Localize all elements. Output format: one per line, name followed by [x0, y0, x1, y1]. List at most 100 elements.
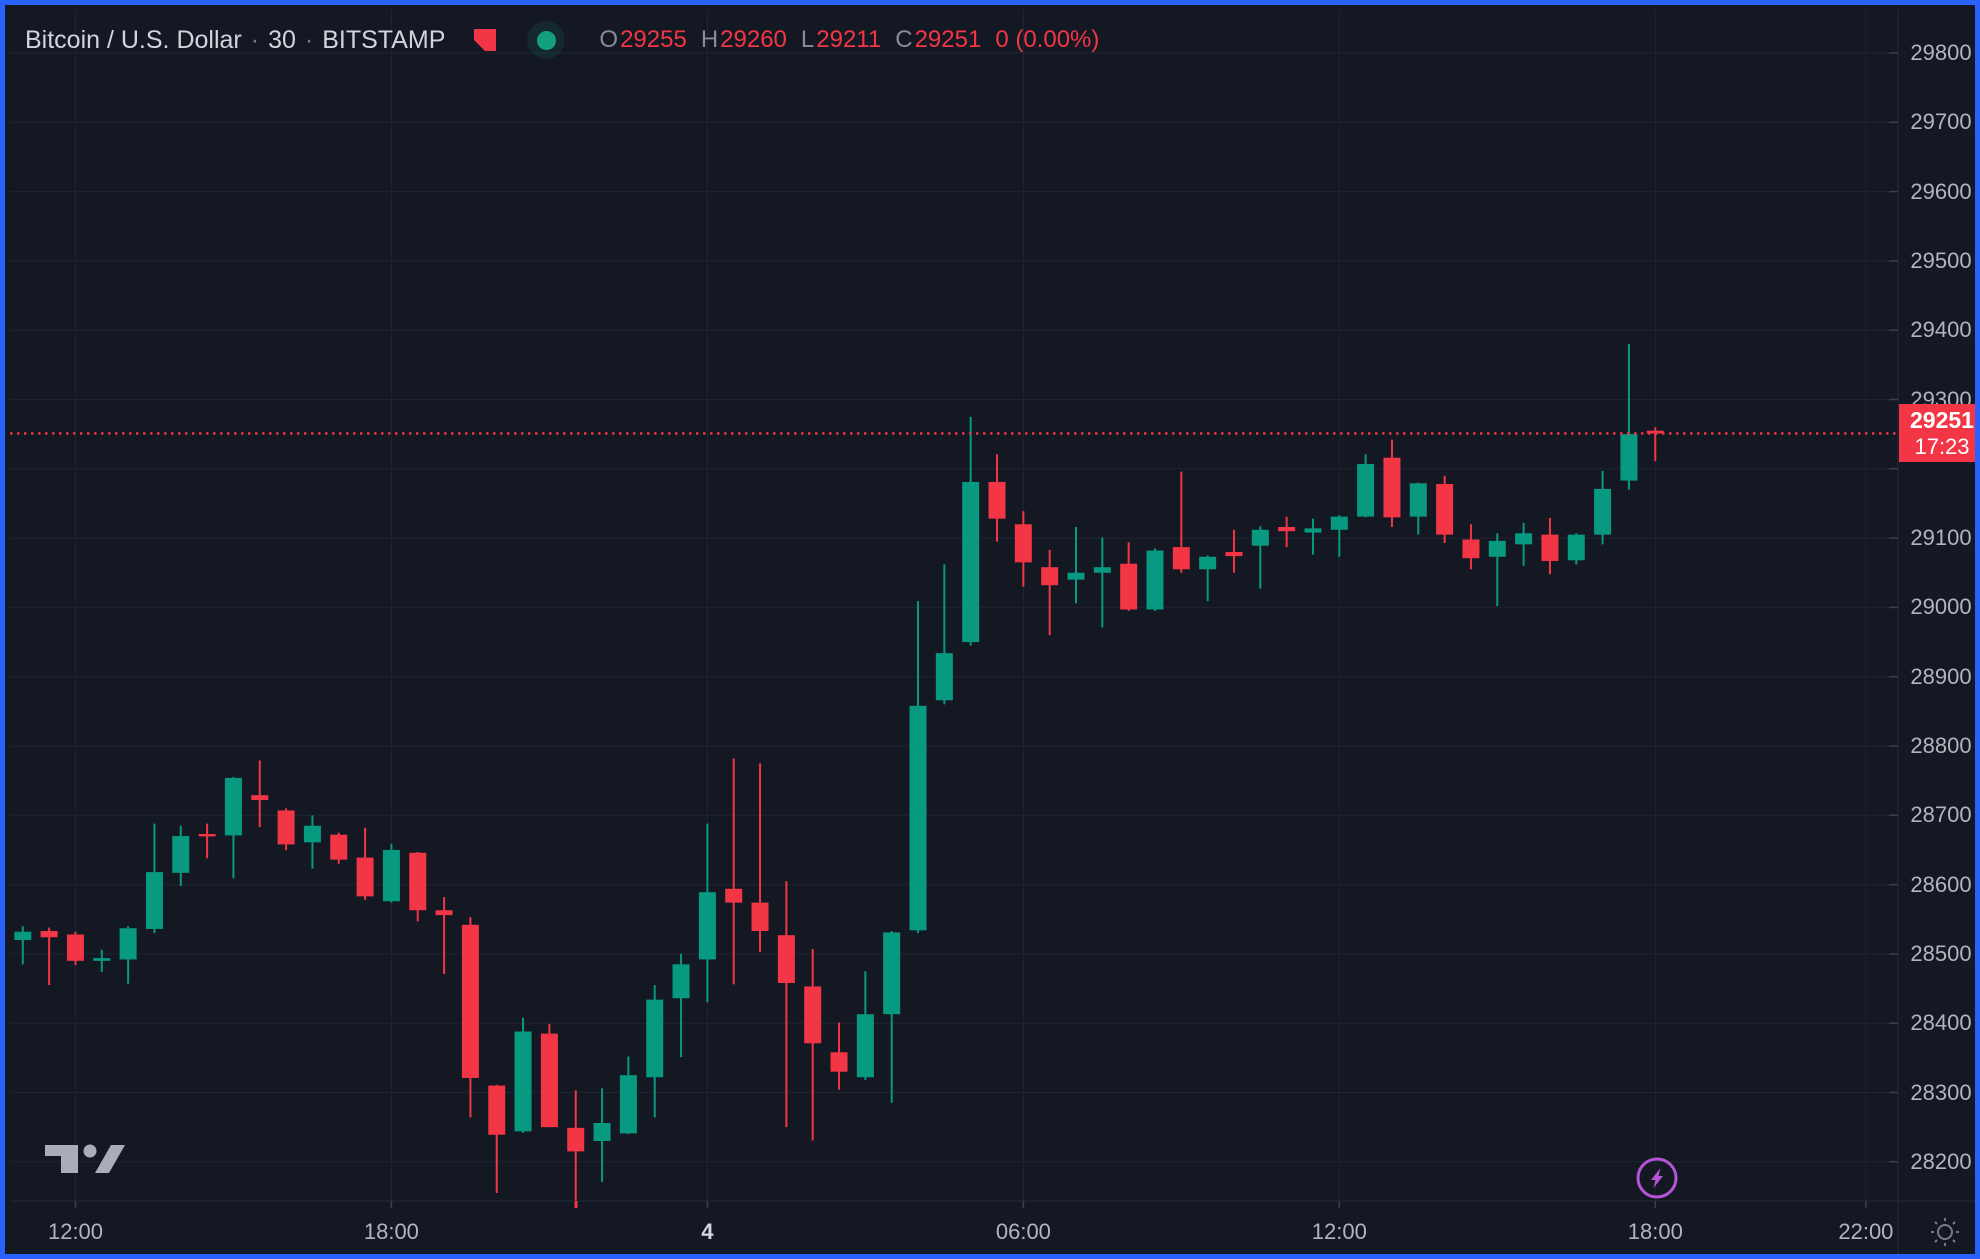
candle: [988, 454, 1006, 542]
symbol-name: Bitcoin / U.S. Dollar: [25, 25, 242, 54]
candle-body: [1304, 528, 1322, 533]
quick-trade-bolt-button[interactable]: [1636, 1157, 1678, 1199]
candle-body: [777, 935, 795, 984]
candle-body: [672, 964, 690, 999]
candle-body: [172, 836, 190, 873]
candle-body: [1093, 567, 1111, 573]
candle: [14, 926, 32, 965]
time-tick-label: 12:00: [47, 1219, 104, 1244]
candle: [382, 843, 400, 903]
candle: [409, 852, 427, 922]
candle-body: [435, 910, 453, 916]
candle: [1225, 529, 1243, 573]
candle: [1594, 470, 1612, 545]
candle: [725, 758, 743, 985]
candle: [1041, 549, 1059, 636]
candle-body: [40, 931, 58, 938]
price-tick-label: 29800: [1910, 40, 1972, 65]
exchange-name: BITSTAMP: [322, 25, 446, 54]
candle-body: [1172, 547, 1190, 570]
candle: [40, 927, 58, 986]
candle: [830, 1022, 848, 1090]
candle-body: [1567, 534, 1585, 561]
candle-body: [303, 825, 321, 843]
candle-body: [1146, 550, 1164, 610]
candle: [1383, 439, 1401, 528]
time-tick-label: 06:00: [995, 1219, 1051, 1244]
price-tick-label: 28800: [1910, 733, 1972, 758]
symbol-title-button[interactable]: Bitcoin / U.S. Dollar · 30 · BITSTAMP: [25, 26, 445, 55]
flag-icon: [474, 29, 497, 51]
candle-body: [935, 653, 953, 701]
candle-body: [988, 481, 1006, 519]
bolt-circle: [1636, 1157, 1678, 1199]
candle-body: [1436, 484, 1454, 535]
candle-body: [66, 934, 84, 961]
candle-body: [119, 928, 137, 960]
sun-rays: [1931, 1218, 1959, 1246]
candle: [698, 823, 716, 1003]
interval-value: 30: [268, 25, 296, 54]
candle: [1515, 522, 1533, 566]
last-price-label: 29251 17:23: [1899, 404, 1975, 463]
candle: [356, 827, 374, 900]
candle: [93, 949, 111, 972]
candle-body: [1357, 463, 1375, 517]
candle: [145, 823, 163, 934]
candle-body: [1067, 572, 1085, 580]
candle-body: [1278, 527, 1296, 532]
high-letter: H: [700, 26, 719, 53]
candle: [1409, 482, 1427, 535]
candle-body: [514, 1031, 532, 1132]
candle-body: [1594, 488, 1612, 535]
ohlc-readout: O 29255 H 29260 L 29211 C 29251 0 (0.00%…: [599, 26, 1099, 54]
candle: [1462, 524, 1480, 570]
candle: [883, 931, 901, 1103]
flag-symbol-button[interactable]: [471, 26, 499, 54]
tradingview-logo[interactable]: [45, 1144, 125, 1174]
time-axis-red-tick: [574, 1201, 578, 1208]
time-tick-label: 22:00: [1838, 1219, 1894, 1244]
price-tick-label: 28300: [1910, 1079, 1972, 1105]
candle-body: [1251, 529, 1269, 546]
candle-body: [93, 958, 111, 961]
candle: [751, 763, 769, 952]
candle-body: [1014, 524, 1032, 563]
candle: [1146, 548, 1164, 611]
candle-body: [330, 834, 348, 860]
candle: [66, 931, 84, 965]
candle-body: [1330, 516, 1348, 530]
candle-body: [593, 1122, 611, 1142]
candle: [540, 1023, 558, 1128]
chart-legend-header: Bitcoin / U.S. Dollar · 30 · BITSTAMP O …: [25, 21, 1099, 59]
candle: [1067, 527, 1085, 604]
price-tick-label: 29000: [1910, 594, 1972, 620]
open-letter: O: [599, 26, 619, 53]
candle: [330, 832, 348, 864]
theme-sun-button[interactable]: [1931, 1218, 1959, 1246]
candle-body: [804, 986, 822, 1044]
candle-body: [646, 999, 664, 1078]
market-status-indicator[interactable]: [527, 21, 566, 59]
candle-body: [145, 872, 163, 929]
candle: [1330, 515, 1348, 557]
candle: [435, 897, 453, 974]
candle: [1278, 516, 1296, 548]
candle-body: [382, 849, 400, 902]
low-letter: L: [800, 26, 815, 53]
high-value: 29260: [720, 26, 787, 53]
lightning-bolt-icon: [1651, 1168, 1663, 1188]
candle-body: [1409, 483, 1427, 517]
candle-body: [1646, 430, 1664, 434]
candle: [198, 823, 216, 859]
candle: [514, 1017, 532, 1133]
candle-body: [962, 481, 980, 643]
candle: [646, 985, 664, 1118]
candlestick-chart[interactable]: [5, 5, 1980, 1259]
time-tick-label: 18:00: [1627, 1219, 1683, 1244]
candle-body: [277, 810, 295, 845]
candle: [1436, 475, 1454, 543]
open-value: 29255: [620, 26, 687, 53]
candle-body: [751, 902, 769, 932]
